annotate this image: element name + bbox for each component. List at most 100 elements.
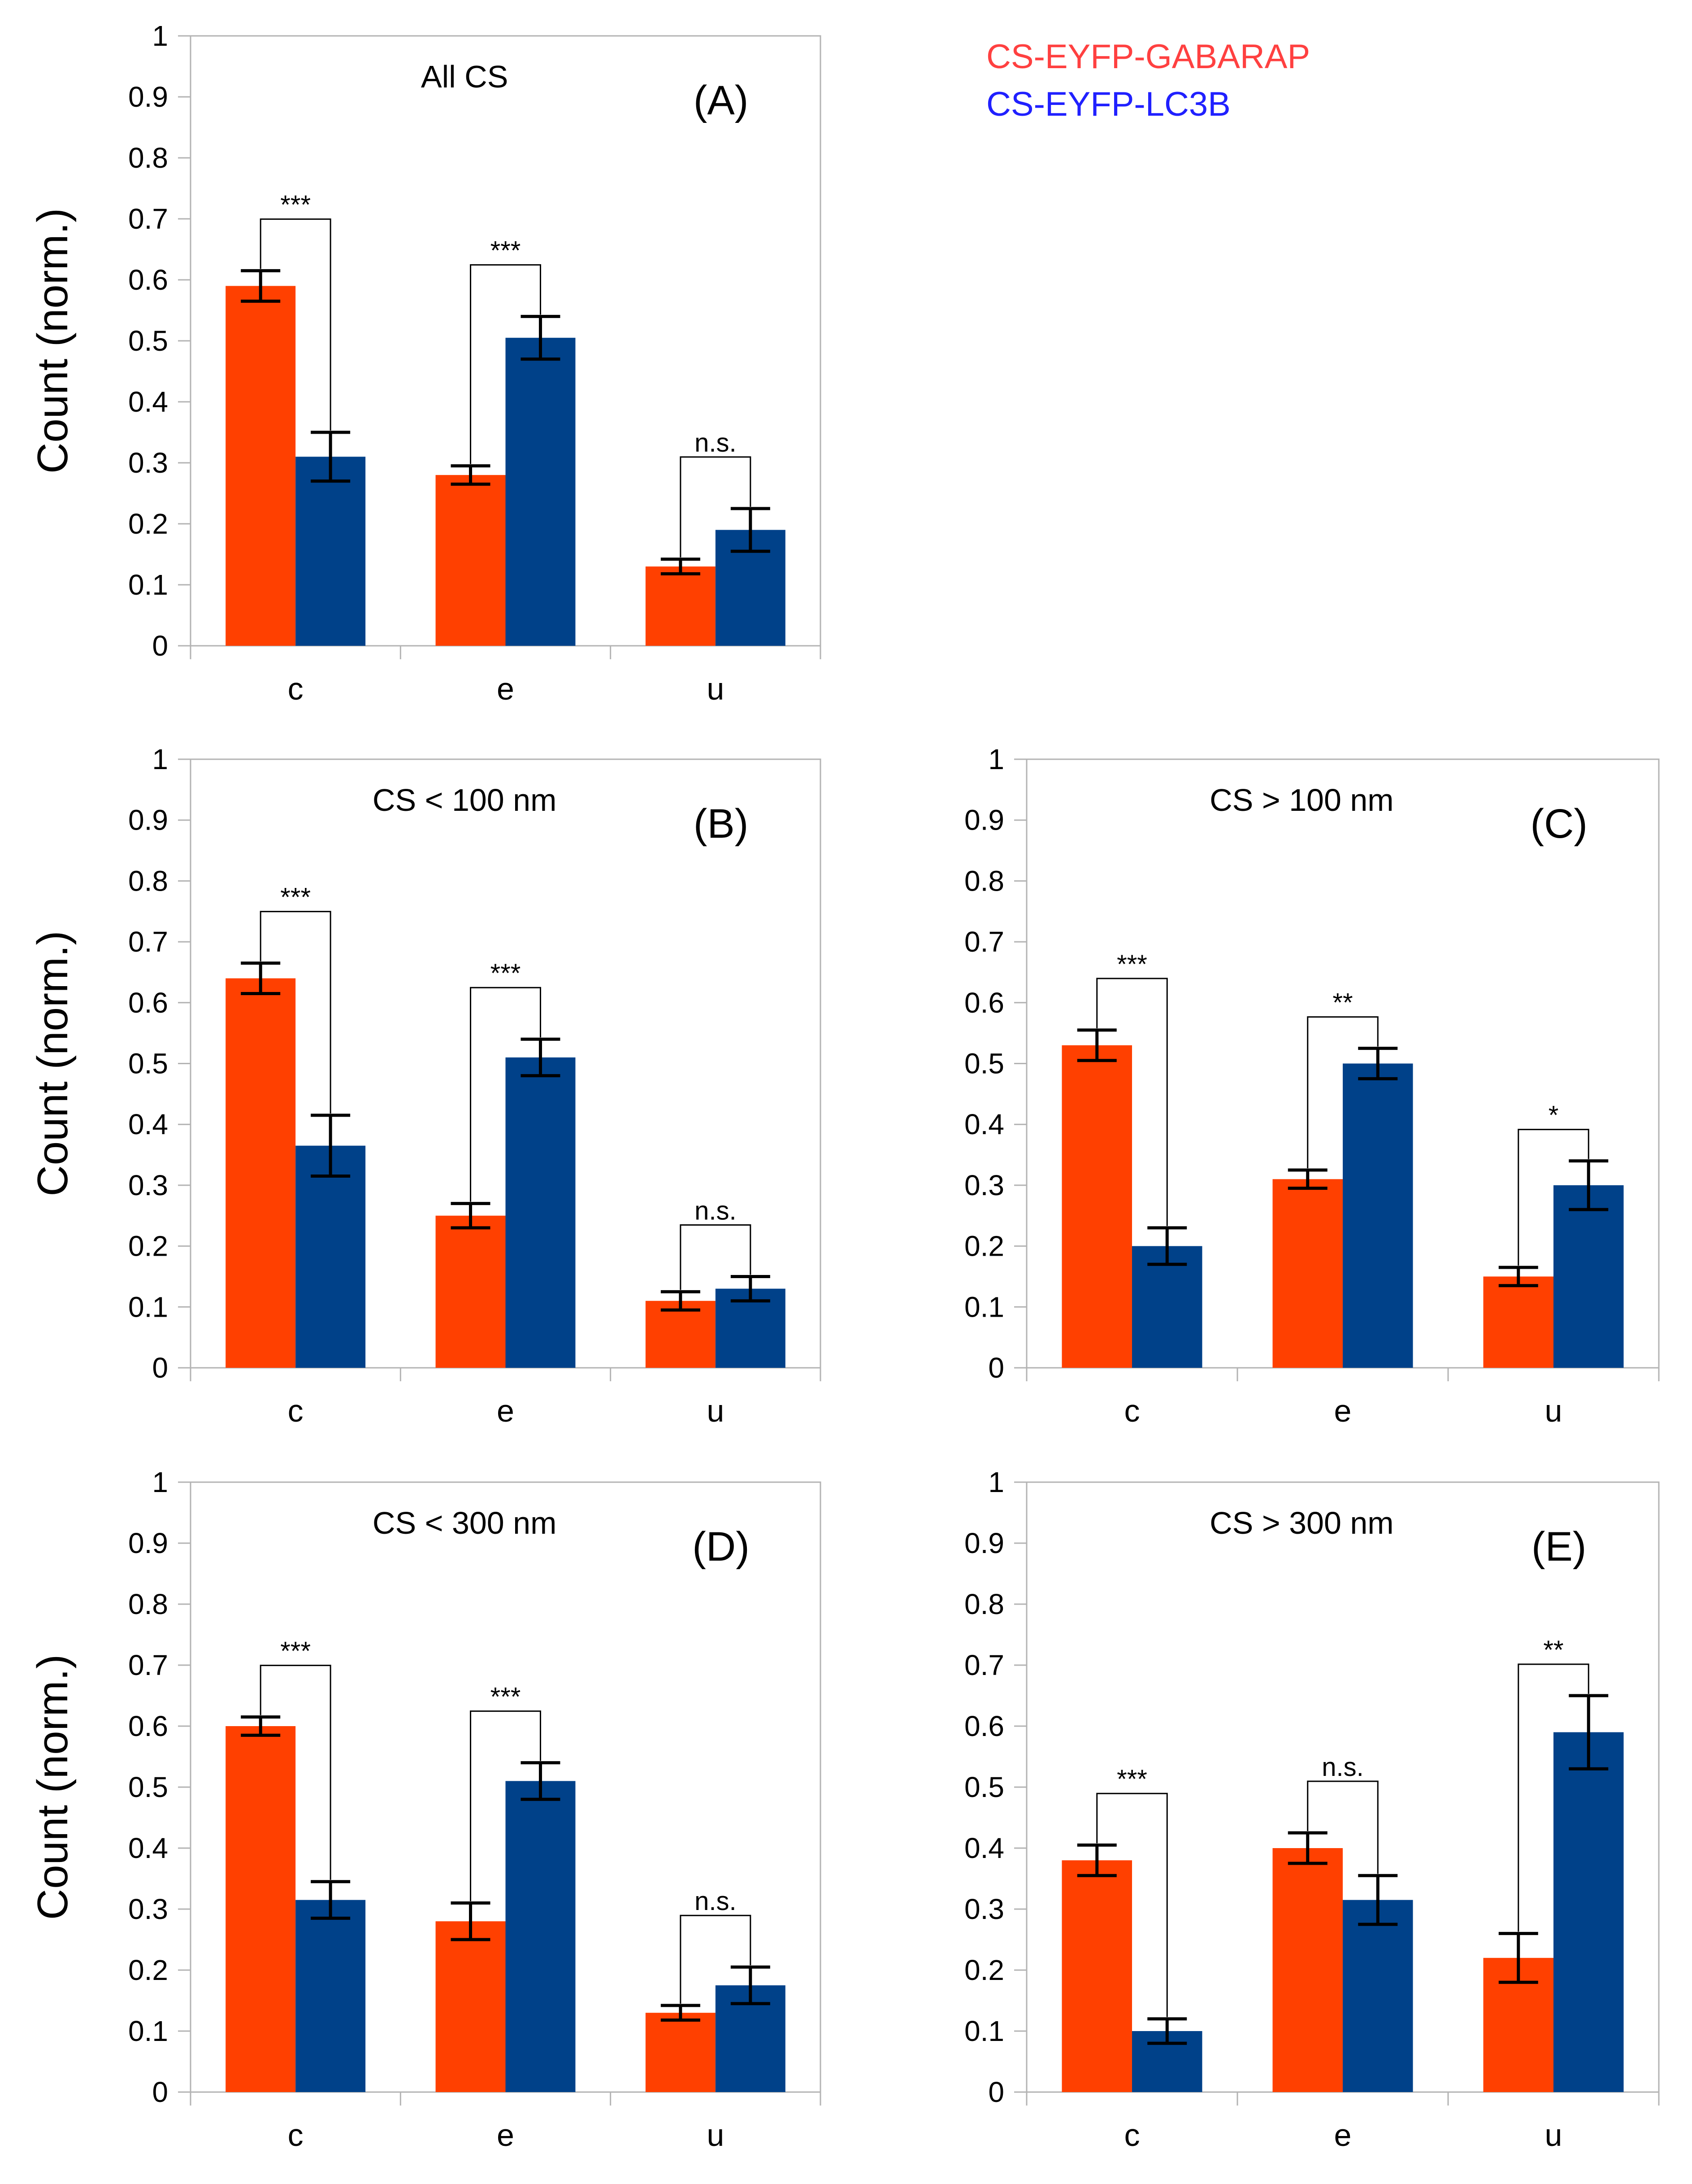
x-category-label: c (288, 1393, 304, 1428)
x-category-label: u (707, 671, 724, 706)
y-tick-label: 1 (152, 1466, 168, 1498)
y-tick-label: 0.9 (128, 804, 168, 836)
x-category-label: u (707, 2118, 724, 2153)
y-tick-label: 0.5 (964, 1771, 1004, 1803)
legend: CS-EYFP-GABARAP CS-EYFP-LC3B (986, 38, 1310, 123)
panel-letter: (B) (694, 801, 749, 847)
y-tick-label: 0.6 (128, 987, 168, 1019)
significance-bracket (1096, 978, 1168, 1226)
y-tick-label: 0.3 (128, 1893, 168, 1925)
y-tick-label: 0.2 (964, 1954, 1004, 1986)
y-axis-title: Count (norm.) (29, 1654, 77, 1920)
y-tick-label: 0.9 (964, 1527, 1004, 1559)
y-tick-label: 0.2 (128, 508, 168, 540)
significance-label: *** (1117, 950, 1147, 979)
y-tick-label: 0.9 (964, 804, 1004, 836)
significance-label: n.s. (1322, 1753, 1364, 1782)
x-category-label: c (1124, 2118, 1140, 2153)
panel-letter: (D) (692, 1524, 750, 1570)
significance-label: *** (490, 959, 521, 988)
y-tick-label: 0.7 (128, 203, 168, 235)
y-tick-label: 0.5 (128, 1048, 168, 1080)
significance-bracket (470, 987, 541, 1202)
y-tick-label: 0.8 (128, 865, 168, 897)
y-tick-label: 1 (152, 743, 168, 775)
x-category-label: c (288, 671, 304, 706)
legend-lc3b-label: CS-EYFP-LC3B (986, 85, 1231, 123)
y-tick-label: 0.6 (128, 1710, 168, 1742)
bar-gabarap (226, 1726, 296, 2092)
x-category-label: u (1545, 2118, 1562, 2153)
y-tick-label: 0.5 (128, 325, 168, 357)
y-tick-label: 0.5 (128, 1771, 168, 1803)
y-tick-label: 0.4 (128, 1108, 168, 1140)
y-tick-label: 0.7 (128, 1649, 168, 1681)
y-tick-label: 0.8 (128, 1588, 168, 1620)
significance-bracket (1307, 1780, 1379, 1874)
panel-letter: (E) (1531, 1524, 1587, 1570)
chart-panel-2: 0 0.1 0.2 0.3 0.4 0.5 0.6 0.7 0.8 0.9 1 c *** e *** u n.… (29, 743, 821, 1428)
significance-bracket (1096, 1792, 1168, 2017)
y-tick-label: 0 (152, 1352, 168, 1384)
y-tick-label: 0.2 (128, 1954, 168, 1986)
bar-lc3b (1132, 1246, 1202, 1368)
x-category-label: c (288, 2118, 304, 2153)
bar-lc3b (1343, 1063, 1413, 1368)
significance-label: * (1549, 1101, 1559, 1130)
significance-label: *** (1117, 1765, 1147, 1794)
significance-label: *** (490, 236, 521, 265)
significance-label: *** (280, 191, 311, 220)
panel-subtitle: All CS (421, 59, 508, 94)
significance-bracket (680, 1914, 751, 2004)
bar-lc3b (505, 1781, 576, 2092)
y-tick-label: 0 (988, 2076, 1004, 2108)
y-tick-label: 0.7 (964, 1649, 1004, 1681)
y-tick-label: 0.3 (964, 1169, 1004, 1201)
y-tick-label: 0.1 (128, 2015, 168, 2047)
significance-label: n.s. (694, 1196, 737, 1225)
y-tick-label: 0.9 (128, 81, 168, 113)
significance-label: *** (280, 883, 311, 912)
chart-panel-4: 0 0.1 0.2 0.3 0.4 0.5 0.6 0.7 0.8 0.9 1 c *** e *** u n.… (29, 1466, 821, 2153)
bar-gabarap (1272, 1179, 1343, 1368)
significance-bracket (470, 1710, 541, 1901)
y-tick-label: 0.2 (964, 1230, 1004, 1262)
x-category-label: u (1545, 1393, 1562, 1428)
legend-gabarap-label: CS-EYFP-GABARAP (986, 38, 1310, 76)
x-category-label: e (1334, 2118, 1352, 2153)
y-tick-label: 1 (988, 743, 1004, 775)
y-tick-label: 0.1 (964, 1291, 1004, 1323)
significance-label: n.s. (694, 428, 737, 457)
y-tick-label: 0.9 (128, 1527, 168, 1559)
significance-bracket (260, 218, 331, 431)
y-tick-label: 0.7 (128, 926, 168, 958)
y-tick-label: 0 (988, 1352, 1004, 1384)
y-tick-label: 0.8 (964, 865, 1004, 897)
bar-lc3b (295, 457, 366, 646)
bar-gabarap (645, 2013, 716, 2092)
y-tick-label: 0.6 (964, 987, 1004, 1019)
x-category-label: e (497, 2118, 514, 2153)
bar-gabarap (435, 475, 506, 646)
panel-letter: (A) (694, 78, 749, 123)
y-tick-label: 0.1 (128, 569, 168, 601)
bar-lc3b (505, 338, 576, 646)
y-tick-label: 1 (988, 1466, 1004, 1498)
bar-gabarap (226, 978, 296, 1368)
y-tick-label: 0.4 (964, 1108, 1004, 1140)
significance-bracket (470, 264, 541, 464)
significance-label: *** (280, 1637, 311, 1666)
significance-bracket (1518, 1129, 1589, 1266)
chart-panel-3: 0 0.1 0.2 0.3 0.4 0.5 0.6 0.7 0.8 0.9 1 c *** e ** u * CS… (964, 743, 1660, 1428)
significance-label: ** (1332, 988, 1353, 1018)
bar-lc3b (295, 1145, 366, 1368)
bar-gabarap (226, 286, 296, 646)
x-category-label: e (497, 1393, 514, 1428)
y-axis-title: Count (norm.) (29, 208, 77, 474)
panel-subtitle: CS > 100 nm (1210, 783, 1394, 818)
y-tick-label: 0.3 (128, 1169, 168, 1201)
y-tick-label: 0.8 (128, 142, 168, 174)
bar-lc3b (1553, 1185, 1624, 1368)
